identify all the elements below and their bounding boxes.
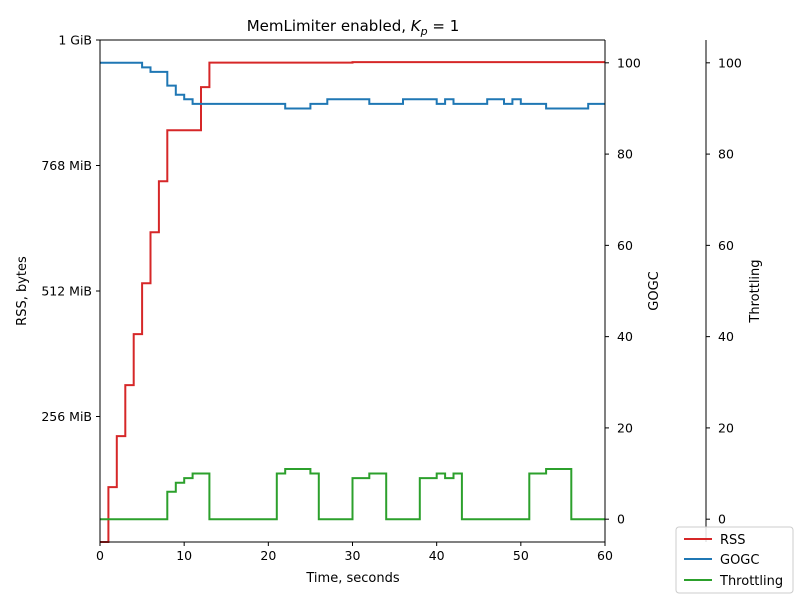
- series-line-rss: [100, 61, 605, 543]
- series-line-throttling: [100, 468, 605, 521]
- x-tick-label: 40: [429, 548, 445, 563]
- gogc-axis-ticks: 0 20 40 60 80 100: [605, 55, 641, 527]
- gogc-axis-label: GOGC: [647, 271, 662, 310]
- x-axis-label: Time, seconds: [305, 571, 399, 586]
- rss-tick-label: 256 MiB: [41, 409, 92, 424]
- throttling-axis-label: Throttling: [748, 259, 763, 323]
- throttling-tick-label: 0: [718, 512, 726, 527]
- x-axis-ticks: 0 10 20 30 40 50 60: [96, 542, 613, 563]
- rss-tick-label: 1 GiB: [58, 33, 92, 48]
- x-tick-label: 50: [513, 548, 529, 563]
- x-tick-label: 10: [176, 548, 192, 563]
- x-tick-label: 0: [96, 548, 104, 563]
- gogc-tick-label: 80: [617, 147, 633, 162]
- gogc-tick-label: 40: [617, 329, 633, 344]
- series-layer: [100, 61, 605, 543]
- legend: RSS GOGC Throttling: [675, 526, 794, 594]
- gogc-tick-label: 20: [617, 420, 633, 435]
- series-line-gogc: [100, 61, 605, 110]
- throttling-tick-label: 40: [718, 329, 734, 344]
- rss-axis-ticks: 256 MiB 512 MiB 768 MiB 1 GiB: [41, 33, 100, 424]
- rss-axis-label: RSS, bytes: [15, 256, 30, 326]
- throttling-tick-label: 20: [718, 420, 734, 435]
- gogc-tick-label: 0: [617, 512, 625, 527]
- gogc-tick-label: 60: [617, 238, 633, 253]
- legend-box: [675, 526, 794, 594]
- x-tick-label: 20: [260, 548, 276, 563]
- x-tick-label: 30: [345, 548, 361, 563]
- rss-tick-label: 512 MiB: [41, 284, 92, 299]
- legend-label-gogc: GOGC: [720, 553, 759, 568]
- rss-tick-label: 768 MiB: [41, 158, 92, 173]
- legend-label-throttling: Throttling: [719, 574, 783, 589]
- throttling-axis-ticks: 0 20 40 60 80 100: [706, 55, 742, 527]
- gogc-tick-label: 100: [617, 55, 641, 70]
- throttling-tick-label: 100: [718, 55, 742, 70]
- chart-title: MemLimiter enabled, Kp = 1: [247, 17, 460, 38]
- throttling-tick-label: 80: [718, 147, 734, 162]
- plot-frame: [99, 39, 707, 543]
- legend-label-rss: RSS: [720, 533, 746, 548]
- throttling-tick-label: 60: [718, 238, 734, 253]
- x-tick-label: 60: [597, 548, 613, 563]
